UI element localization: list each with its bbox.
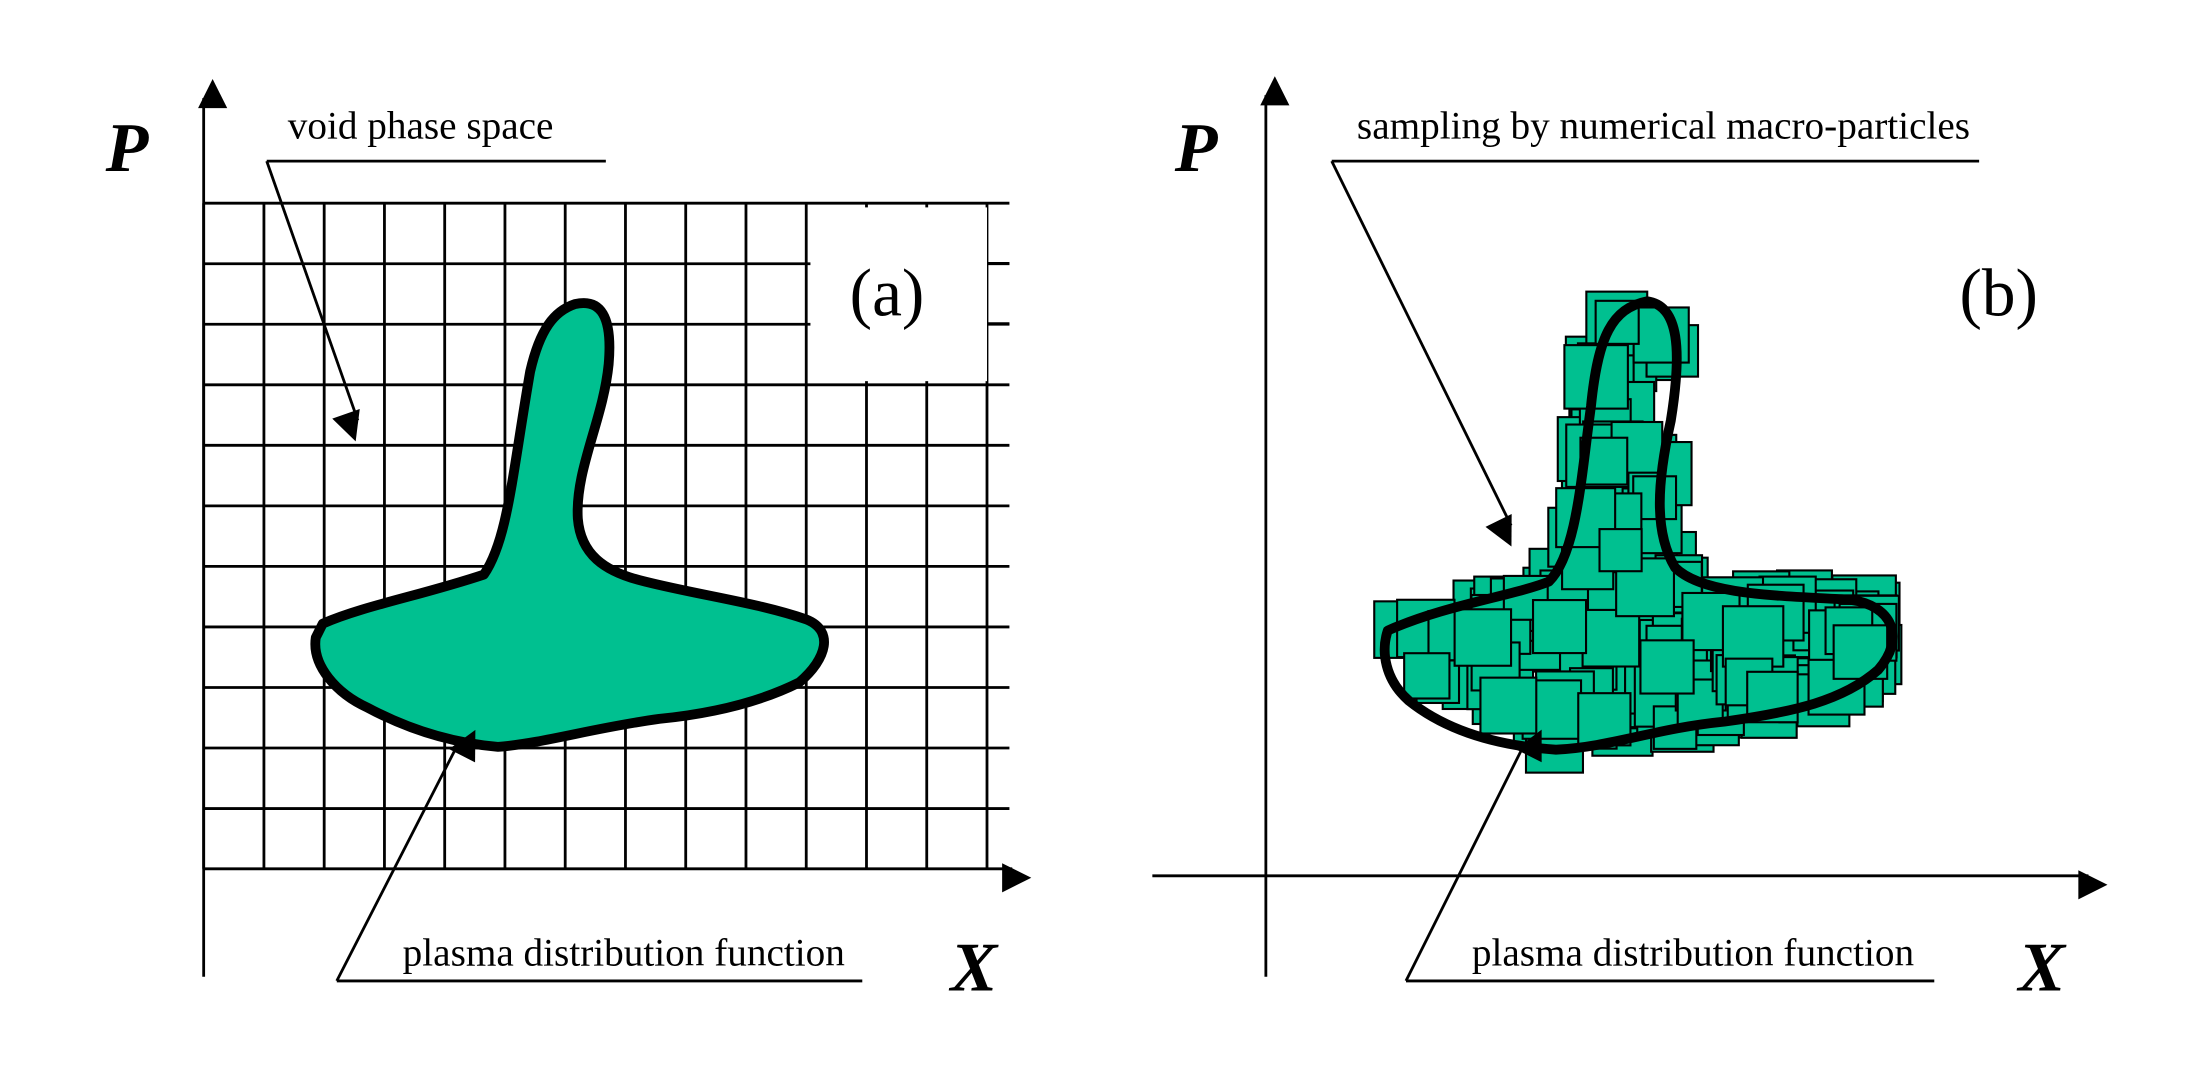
label-box [810, 207, 988, 382]
annotation: void phase space [288, 105, 554, 148]
leader-arrow [1404, 729, 1542, 982]
p-axis-label: P [105, 110, 150, 187]
p-axis-label: P [1174, 110, 1219, 187]
distribution-outline [1379, 296, 1898, 755]
x-axis-label: X [949, 930, 1000, 1007]
particle [1403, 652, 1451, 700]
particle [1598, 528, 1643, 573]
distribution-blob [310, 298, 829, 752]
annotation: plasma distribution function [1472, 932, 1915, 975]
leader-arrow [1330, 160, 1513, 547]
annotation: sampling by numerical macro-particles [1357, 105, 1970, 148]
particle [1721, 605, 1785, 668]
leader-arrow [265, 160, 360, 442]
particle [1581, 608, 1641, 668]
particle [1479, 676, 1538, 735]
panel-label: (b) [1960, 255, 2038, 330]
leader-arrow [335, 729, 476, 982]
right-ticks [987, 262, 1010, 326]
particle [1453, 608, 1513, 667]
panel-label: (a) [850, 255, 925, 330]
annotation: plasma distribution function [403, 932, 846, 975]
x-axis-label: X [2016, 930, 2067, 1007]
particle [1639, 639, 1695, 695]
particle [1531, 599, 1588, 655]
